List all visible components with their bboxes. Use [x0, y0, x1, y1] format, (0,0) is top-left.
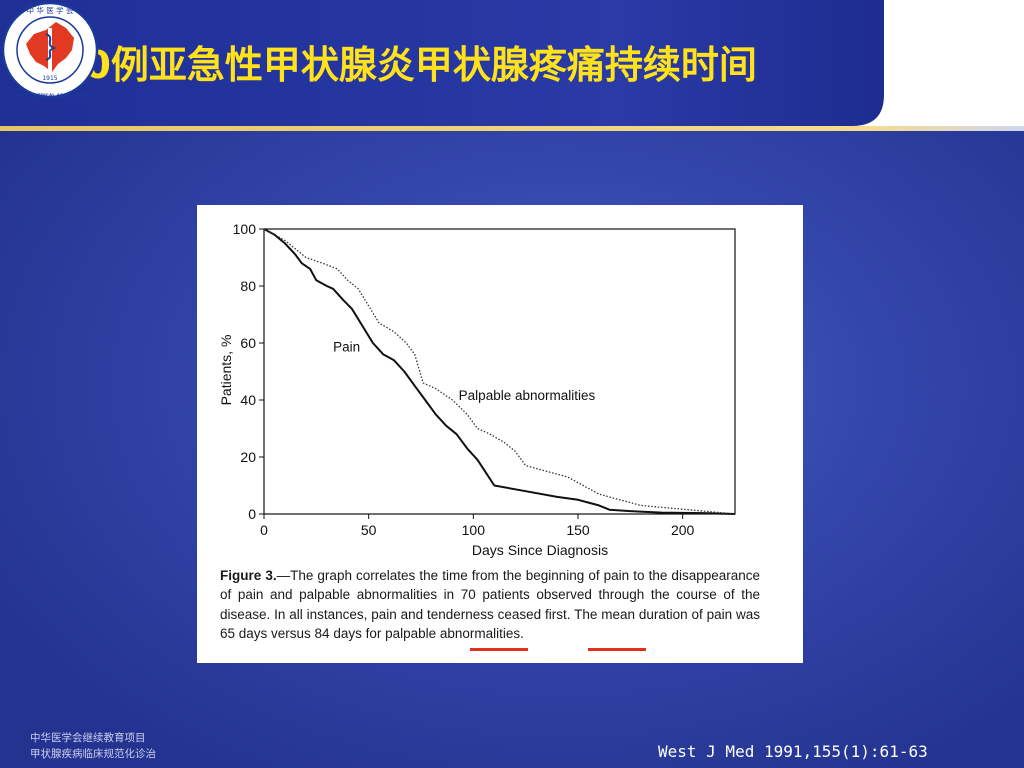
- chinese-medical-association-seal-icon: 1915 CHINESE MEDICAL ASSOCIATION 中 华 医 学…: [1, 1, 99, 99]
- chart-axes: [263, 228, 736, 515]
- x-tick-label: 200: [671, 522, 695, 538]
- x-axis-label: Days Since Diagnosis: [472, 542, 608, 558]
- chart-series: [263, 228, 736, 515]
- x-tick-label: 0: [260, 522, 268, 538]
- x-axis-ticks: 0 50 100 150 200: [260, 514, 695, 538]
- x-tick-label: 50: [361, 522, 377, 538]
- annotation-palpable-abnormalities: Palpable abnormalities: [459, 388, 596, 403]
- page-title: 70例亚急性甲状腺炎甲状腺疼痛持续时间: [58, 43, 757, 87]
- x-tick-label: 100: [462, 522, 486, 538]
- series-line-palpable-abnormalities: [263, 228, 736, 515]
- logo-year: 1915: [42, 75, 57, 82]
- logo-top-text: 中 华 医 学 会: [26, 5, 74, 15]
- footer-program-info: 中华医学会继续教育项目 甲状腺疾病临床规范化诊治: [30, 730, 156, 762]
- caption-label: Figure 3.: [220, 568, 277, 583]
- series-line-pain: [263, 228, 736, 515]
- citation: West J Med 1991,155(1):61-63: [658, 742, 928, 761]
- survival-chart: 0 50 100 150 200 0 20 40 60 80 100 Pain Palpable a…: [218, 221, 736, 558]
- figure-caption: Figure 3.—The graph correlates the time …: [220, 566, 760, 643]
- y-tick-label: 40: [240, 392, 256, 408]
- slide-header: 70例亚急性甲状腺炎甲状腺疼痛持续时间 1915 CHINESE MEDICAL…: [0, 0, 1024, 132]
- logo-ring-text: CHINESE MEDICAL ASSOCIATION: [10, 93, 90, 99]
- y-tick-label: 20: [240, 449, 256, 465]
- plot-frame: [263, 228, 736, 515]
- y-tick-label: 60: [240, 335, 256, 351]
- footer-line-2: 甲状腺疾病临床规范化诊治: [30, 748, 156, 760]
- footer-line-1: 中华医学会继续教育项目: [30, 732, 146, 744]
- header-banner-shape: [0, 0, 1024, 131]
- figure-panel: 0 50 100 150 200 0 20 40 60 80 100 Pain Palpable a…: [197, 205, 803, 663]
- y-tick-label: 100: [233, 221, 257, 237]
- y-tick-label: 0: [248, 506, 256, 522]
- highlight-underline-65-days: [470, 648, 528, 651]
- caption-text: —The graph correlates the time from the …: [220, 568, 760, 641]
- y-tick-label: 80: [240, 278, 256, 294]
- y-axis-ticks: 0 20 40 60 80 100: [233, 221, 264, 522]
- y-axis-label: Patients, %: [218, 335, 234, 406]
- chart-annotations: Pain Palpable abnormalities: [333, 340, 595, 403]
- highlight-underline-84-days: [588, 648, 646, 651]
- annotation-pain: Pain: [333, 340, 360, 355]
- x-tick-label: 150: [566, 522, 590, 538]
